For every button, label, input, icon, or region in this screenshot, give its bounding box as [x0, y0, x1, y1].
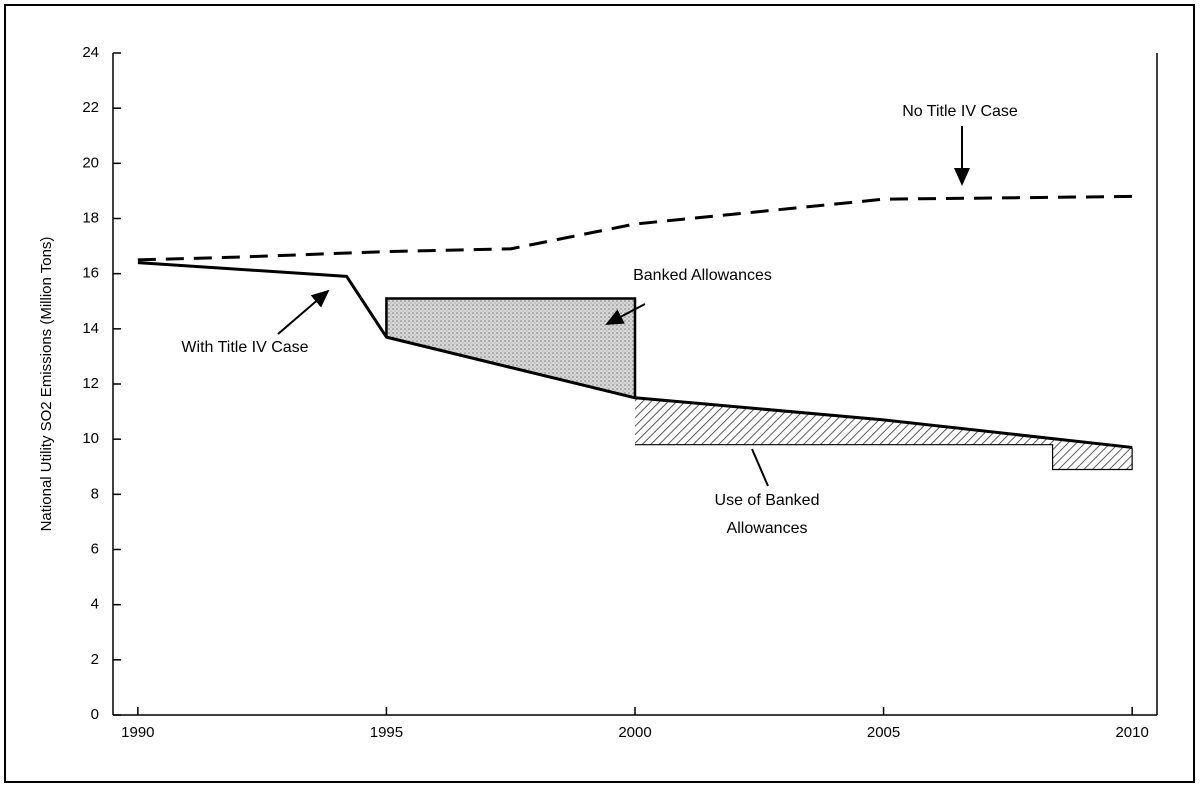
shaded-area — [385, 297, 637, 400]
area-boundary — [635, 444, 1133, 471]
x-tick-label: 1990 — [121, 724, 154, 741]
y-tick-label: 22 — [82, 99, 99, 116]
y-tick-label: 10 — [82, 430, 99, 447]
annotation: Use of Banked Allowances — [714, 492, 820, 537]
annotation: Banked Allowances — [633, 267, 772, 284]
y-axis-label: National Utility SO2 Emissions (Million … — [38, 237, 55, 532]
arrow — [277, 289, 330, 335]
x-tick-label: 2010 — [1115, 724, 1148, 741]
x-tick-label: 2000 — [618, 724, 651, 741]
y-tick-label: 4 — [91, 596, 99, 613]
y-tick-label: 18 — [82, 209, 99, 226]
y-tick-label: 14 — [82, 320, 99, 337]
arrow — [751, 448, 769, 487]
y-tick-label: 6 — [91, 540, 99, 557]
x-tick-label: 1995 — [370, 724, 403, 741]
x-tick-label: 2005 — [867, 724, 900, 741]
shaded-area — [635, 397, 1133, 470]
series-line — [137, 194, 1133, 262]
y-tick-label: 0 — [91, 706, 99, 723]
y-tick-label: 12 — [82, 375, 99, 392]
arrow — [605, 303, 646, 325]
y-tick-label: 2 — [91, 651, 99, 668]
outer-border — [4, 4, 1195, 783]
annotation: With Title IV Case — [181, 339, 309, 356]
annotation: No Title IV Case — [902, 103, 1018, 120]
y-tick-label: 8 — [91, 485, 99, 502]
y-tick-label: 20 — [82, 154, 99, 171]
y-tick-label: 24 — [82, 44, 99, 61]
series-line — [137, 261, 1133, 449]
y-tick-label: 16 — [82, 265, 99, 282]
